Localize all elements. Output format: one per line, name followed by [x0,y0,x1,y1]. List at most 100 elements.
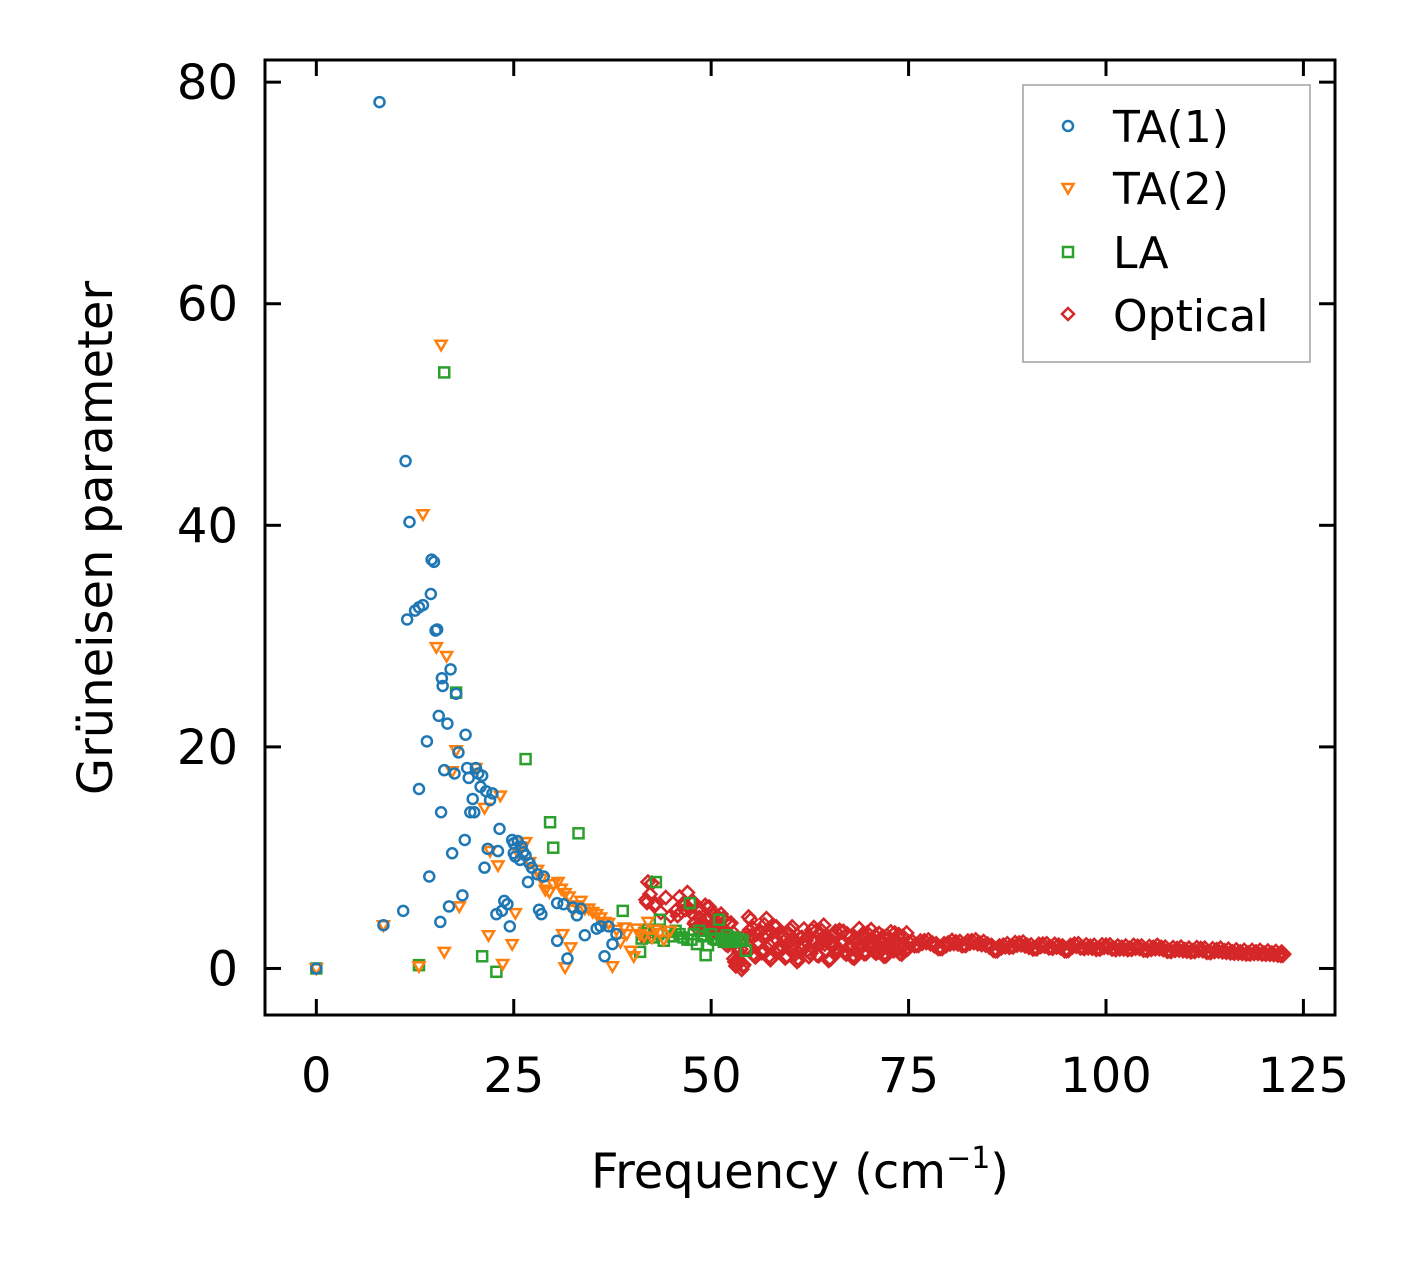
y-tick-label: 0 [207,941,238,997]
data-point [985,942,1002,959]
y-tick-label: 60 [177,277,238,333]
x-tick-label: 50 [681,1048,742,1104]
data-point [557,887,573,902]
data-point [436,679,449,693]
data-point [562,942,579,956]
x-tick-label: 0 [301,1048,332,1104]
legend-label-optical: Optical [1113,291,1268,342]
data-point [574,902,588,915]
data-point [480,929,497,944]
data-point [953,937,971,954]
data-point [1048,938,1065,956]
data-point [493,822,506,836]
data-point [438,366,451,379]
data-point [744,919,761,937]
legend-marker-square [1061,245,1075,259]
data-point [673,903,690,920]
data-point [641,885,659,903]
data-point [1016,937,1034,955]
data-point [436,946,452,960]
data-point [739,944,753,957]
data-point [475,950,489,963]
data-point [550,876,566,891]
data-point [890,926,907,943]
data-point [778,948,796,965]
axis-ticks: 0 25 50 75 100 125 0 20 40 60 80 [177,55,1349,1104]
data-point [377,919,390,932]
data-point [444,663,457,676]
data-point [546,841,560,854]
data-point [531,868,544,881]
data-point [604,961,621,975]
data-point [649,875,663,889]
data-point [428,641,445,656]
data-point [561,952,574,965]
data-point [1119,941,1136,958]
data-point [543,815,557,829]
data-point [906,937,923,954]
data-point [826,936,843,953]
data-point [425,553,438,566]
y-tick-label: 20 [177,720,238,776]
data-point [1273,943,1290,961]
data-point [644,932,660,946]
data-point [537,870,551,883]
data-point [486,787,499,800]
data-point [435,671,449,685]
x-tick-label: 100 [1060,1048,1152,1104]
data-point [652,927,668,942]
data-point [588,908,605,923]
data-point [853,938,871,955]
data-point [491,844,505,858]
data-point [632,928,648,943]
data-point [573,895,589,909]
data-point [438,650,455,665]
data-point [478,861,491,874]
data-point [657,889,675,906]
data-point [616,904,629,918]
x-axis-label: Frequency (cm−1) [591,1141,1009,1200]
data-point [626,951,642,965]
y-axis-label: Grüneisen parameter [68,281,124,796]
data-point [400,613,414,626]
data-point [449,687,463,700]
data-point [310,962,323,975]
data-point [550,934,564,948]
data-point [610,927,623,941]
data-point [652,904,670,921]
y-tick-label: 40 [177,498,238,554]
data-point [656,934,672,948]
data-point [1028,940,1046,958]
data-point [427,555,441,569]
data-point [1269,946,1287,964]
data-point [561,891,577,905]
data-point [535,907,548,921]
x-tick-label: 125 [1258,1048,1350,1104]
data-point [403,515,416,529]
data-point [1182,943,1200,961]
legend-label-ta1: TA(1) [1112,102,1229,153]
data-point [662,925,678,939]
data-point [598,950,611,963]
data-point [636,931,652,945]
data-point [922,935,939,953]
data-point [399,454,412,468]
data-point [521,875,535,889]
legend-marker-diamond [1060,306,1076,322]
legend-label-ta2: TA(2) [1112,164,1229,215]
data-point [578,928,592,942]
data-point [640,916,656,930]
data-point [862,921,880,938]
data-point [423,870,436,883]
data-point [434,915,447,929]
data-point [712,905,730,923]
data-point [456,889,469,902]
data-point [977,936,994,954]
data-point [483,793,497,807]
data-point [416,598,430,612]
data-point [637,891,655,909]
data-points [308,95,1292,979]
data-point [735,956,753,974]
data-point [764,924,781,942]
